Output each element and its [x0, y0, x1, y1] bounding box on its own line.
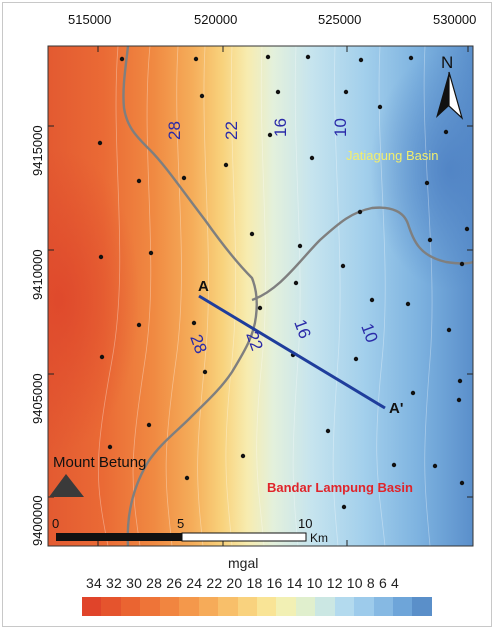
gravity-anomaly-map: 28 22 16 10 28 22 16 10 A A' Jatiagung B… [47, 45, 474, 547]
bandar-lampung-basin-label: Bandar Lampung Basin [267, 480, 413, 495]
legend-swatch [218, 597, 238, 616]
x-tick-label: 520000 [194, 12, 238, 27]
north-arrow-icon [436, 71, 464, 120]
legend-swatch [82, 597, 102, 616]
legend-swatch [373, 597, 393, 616]
legend-swatch [412, 597, 432, 616]
scale-bar [56, 532, 307, 542]
legend-title: mgal [228, 555, 259, 571]
legend-values: 34 32 30 28 26 24 22 20 18 16 14 10 12 1… [86, 575, 400, 591]
x-tick-label: 515000 [68, 12, 112, 27]
scale-tick-label: 10 [298, 516, 312, 531]
legend-swatch [315, 597, 335, 616]
scale-unit-label: Km [310, 531, 328, 545]
legend-swatch [334, 597, 355, 616]
legend-swatch [237, 597, 257, 616]
legend-swatch [256, 597, 277, 616]
mount-betung-label: Mount Betung [53, 454, 146, 471]
legend-colorbar [82, 597, 432, 616]
contour-label: 22 [222, 121, 241, 140]
legend-swatch [120, 597, 141, 616]
legend-swatch [179, 597, 199, 616]
legend-swatch [393, 597, 413, 616]
basin-boundary-branch [251, 206, 473, 302]
legend-swatch [354, 597, 374, 616]
legend-swatch [101, 597, 121, 616]
profile-line [198, 294, 386, 410]
legend-swatch [140, 597, 160, 616]
profile-start-label: A [198, 278, 209, 295]
contour-lines [97, 46, 433, 546]
gravity-stations [97, 54, 470, 510]
profile-end-label: A' [389, 400, 403, 417]
mountain-icon [49, 474, 84, 497]
legend-swatch [159, 597, 180, 616]
legend-swatch [295, 597, 316, 616]
map-border [47, 45, 474, 547]
x-tick-label: 525000 [318, 12, 362, 27]
scale-tick-label: 5 [177, 516, 184, 531]
basin-boundary [122, 46, 258, 546]
x-tick-label: 530000 [433, 12, 477, 27]
scale-tick-label: 0 [52, 516, 59, 531]
contour-label: 10 [331, 118, 350, 137]
legend-swatch [276, 597, 296, 616]
contour-label: 16 [271, 118, 290, 137]
legend-swatch [198, 597, 219, 616]
north-label: N [441, 53, 453, 72]
jatiagung-basin-label: Jatiagung Basin [346, 148, 439, 163]
contour-label: 28 [165, 121, 184, 140]
